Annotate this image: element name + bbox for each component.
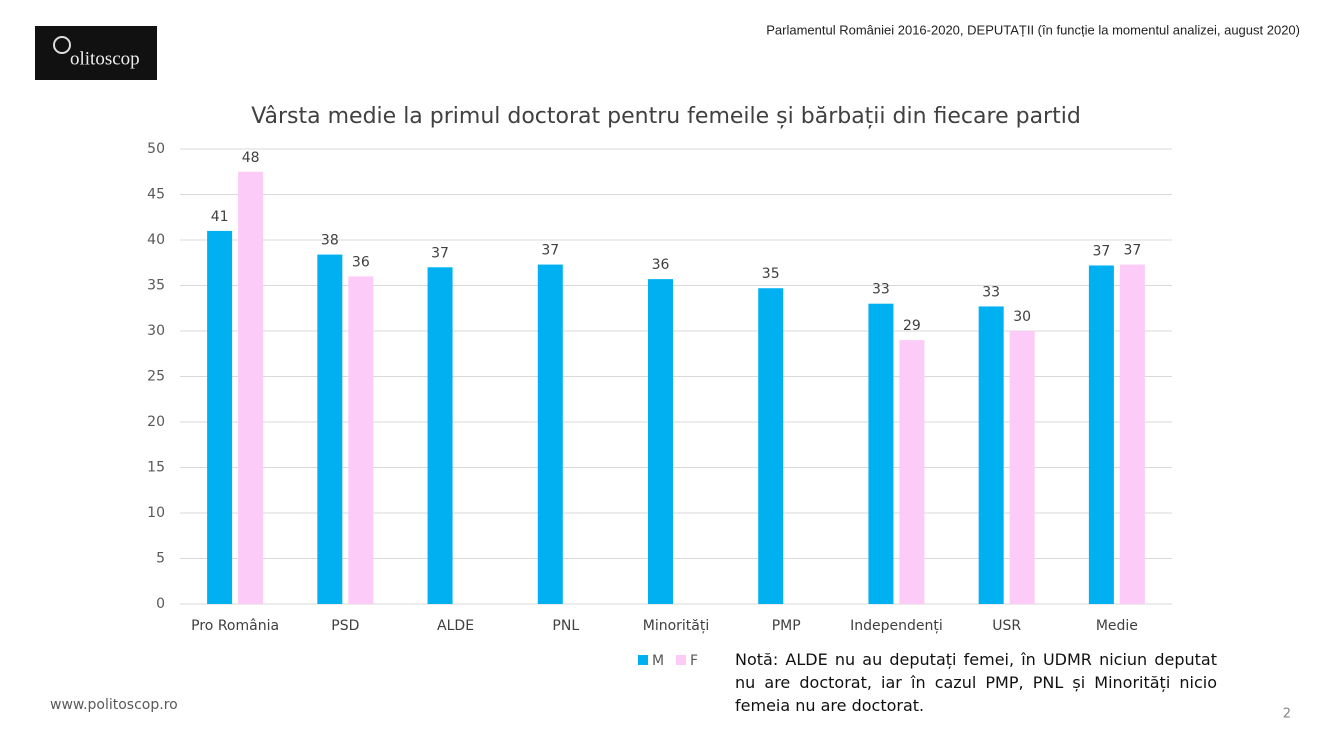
data-label: 48 — [242, 150, 260, 166]
data-label: 37 — [1123, 243, 1141, 259]
source: Parlamentul României 2016-2020, DEPUTAȚI… — [766, 22, 1300, 37]
x-tick-label: ALDE — [437, 618, 474, 634]
y-tick-label: 20 — [147, 414, 165, 430]
legend-label: F — [690, 653, 698, 669]
y-tick-label: 40 — [147, 232, 165, 248]
data-label: 37 — [541, 243, 559, 259]
legend-swatch — [638, 655, 648, 665]
bar — [1009, 331, 1035, 604]
page-number: 2 — [1283, 707, 1291, 722]
chart-title: Vârsta medie la primul doctorat pentru f… — [251, 104, 1081, 129]
legend-label: M — [652, 653, 664, 669]
y-tick-label: 50 — [147, 141, 165, 157]
y-tick-label: 10 — [147, 505, 165, 521]
data-label: 36 — [352, 254, 370, 270]
x-tick-label: PMP — [772, 618, 801, 634]
data-label: 41 — [211, 209, 229, 225]
website: www.politoscop.ro — [50, 697, 178, 713]
bar — [648, 279, 673, 604]
y-tick-label: 35 — [147, 278, 165, 294]
data-label: 29 — [903, 318, 921, 334]
x-tick-label: Minorități — [643, 618, 710, 634]
bar — [348, 276, 374, 604]
bar — [1088, 265, 1114, 604]
y-tick-label: 5 — [156, 551, 165, 567]
x-tick-label: Medie — [1096, 618, 1138, 634]
data-label: 30 — [1013, 309, 1031, 325]
bar — [207, 230, 233, 604]
bar — [537, 264, 563, 604]
logo-icon — [53, 36, 71, 54]
data-label: 37 — [1092, 243, 1110, 259]
logo-box — [35, 26, 157, 80]
bar — [868, 303, 894, 604]
bar — [238, 171, 264, 604]
x-tick-label: Independenți — [850, 618, 943, 634]
y-tick-label: 25 — [147, 369, 165, 385]
x-tick-label: PSD — [331, 618, 359, 634]
bar — [1119, 264, 1145, 604]
data-label: 37 — [431, 245, 449, 261]
data-label: 36 — [652, 257, 670, 273]
data-label: 33 — [982, 284, 1000, 300]
legend-swatch — [676, 655, 686, 665]
data-label: 33 — [872, 282, 890, 298]
bar — [758, 288, 784, 604]
x-tick-label: Pro România — [191, 618, 279, 634]
data-label: 35 — [762, 266, 780, 282]
y-tick-label: 30 — [147, 323, 165, 339]
y-tick-label: 15 — [147, 460, 165, 476]
x-tick-label: PNL — [552, 618, 579, 634]
y-tick-label: 0 — [156, 596, 165, 612]
data-label: 38 — [321, 233, 339, 249]
bar — [427, 267, 453, 604]
note: Notă: ALDE nu au deputați femei, în UDMR… — [735, 650, 1217, 715]
y-tick-label: 45 — [147, 187, 165, 203]
bar — [317, 254, 343, 604]
x-tick-label: USR — [992, 618, 1021, 634]
bar — [978, 306, 1004, 604]
bar — [899, 340, 925, 604]
logo-text: olitoscop — [70, 48, 140, 69]
